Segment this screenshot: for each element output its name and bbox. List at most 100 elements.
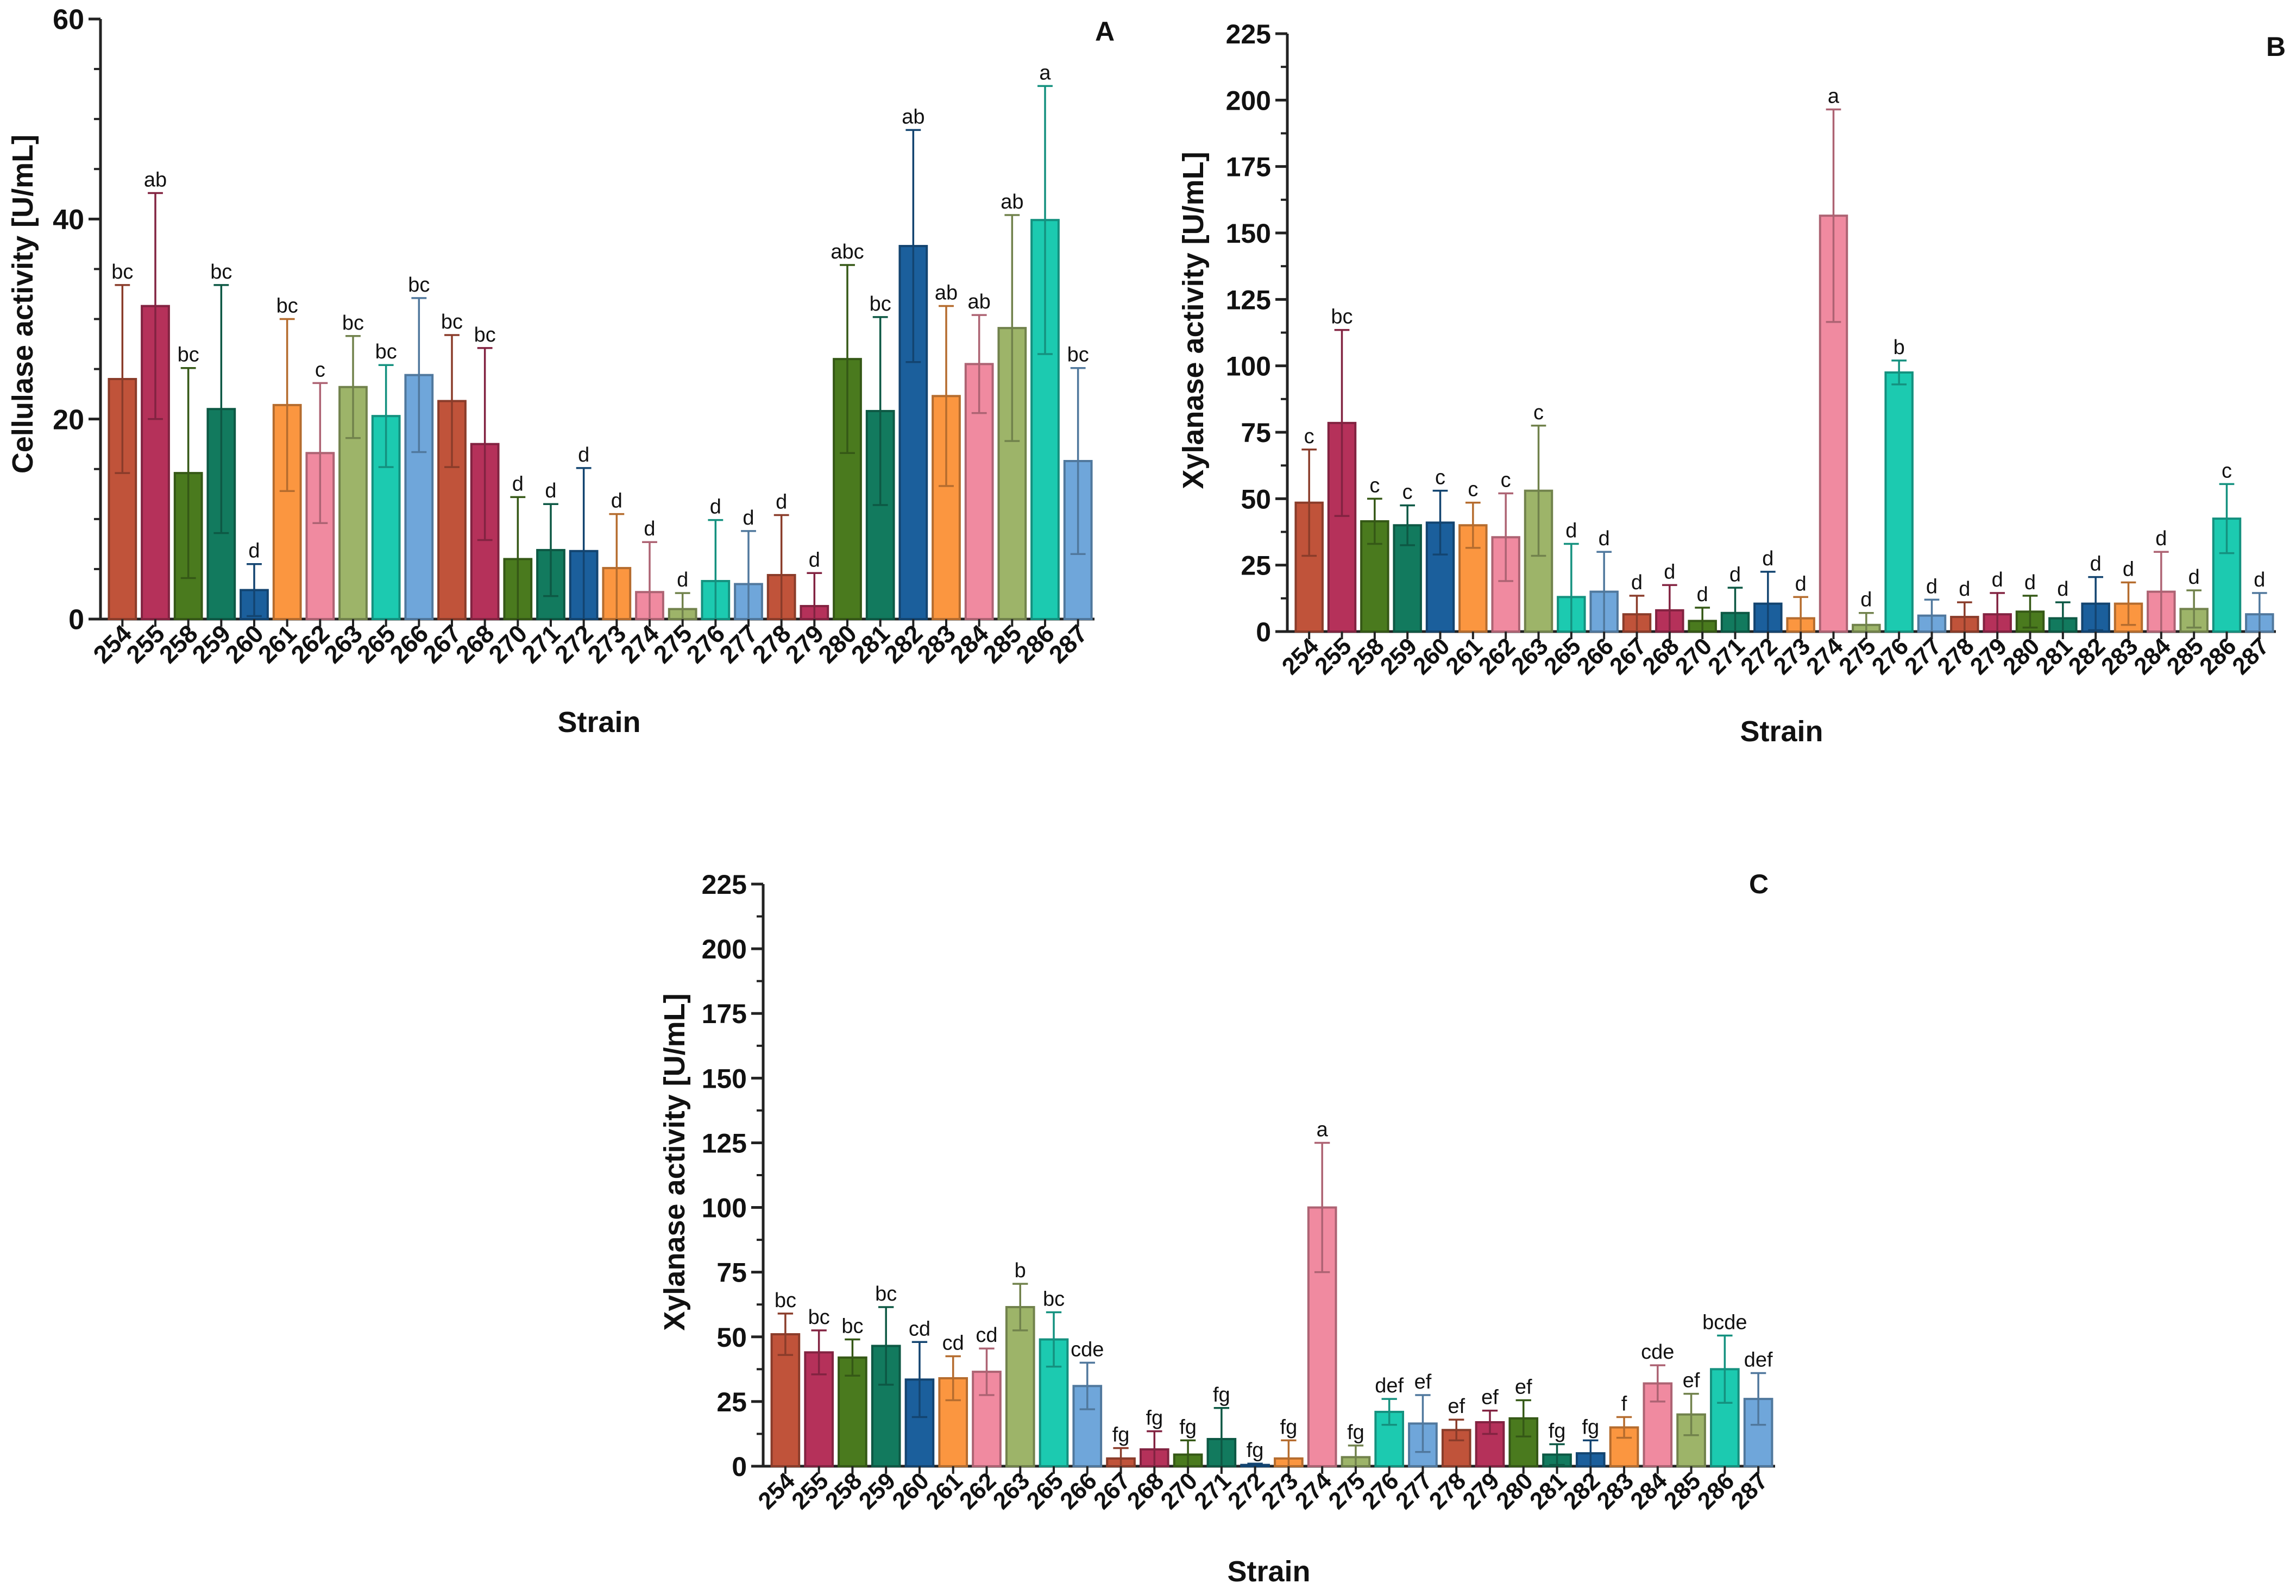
panel-c-y-tick-label: 75 (716, 1258, 747, 1288)
panel-c-bar (770, 1333, 801, 1468)
panel-b-significance-label: d (1860, 589, 1872, 611)
panel-c-significance-label: cde (1071, 1338, 1104, 1361)
panel-a-significance-label: ab (902, 105, 924, 128)
panel-c-significance-label: def (1744, 1348, 1773, 1371)
panel-c-label: C (1749, 869, 1769, 899)
panel-b-bar (1884, 371, 1914, 633)
panel-b-y-tick-label: 75 (1241, 418, 1271, 448)
panel-b-label: B (2266, 31, 2286, 62)
panel-c-significance-label: ef (1481, 1386, 1499, 1409)
panel-b-y-tick-label: 200 (1226, 85, 1271, 116)
panel-a-significance-label: bc (210, 261, 232, 283)
panel-a-significance-label: bc (111, 261, 133, 283)
panel-b-significance-label: d (1631, 571, 1643, 594)
panel-c-significance-label: f (1621, 1392, 1627, 1415)
panel-a: A Cellulase activity [U/mL] Strain 0 20 40… (7, 4, 1115, 739)
panel-c-significance-label: bc (1043, 1288, 1065, 1311)
panel-a-significance-label: bc (276, 295, 298, 318)
panel-c-y-tick-label: 0 (732, 1452, 747, 1482)
panel-a-significance-label: d (776, 490, 787, 513)
panel-c-significance-label: bc (841, 1315, 863, 1338)
panel-a-significance-label: bc (870, 293, 891, 316)
panel-c-significance-label: bc (808, 1306, 830, 1329)
panel-a-significance-label: d (512, 472, 524, 495)
panel-a-significance-label: d (545, 480, 556, 502)
panel-a-significance-label: d (809, 548, 820, 571)
panel-b-significance-label: d (1729, 563, 1741, 586)
panel-b-significance-label: d (2123, 558, 2134, 581)
panel-a-y-tick-label: 20 (53, 404, 84, 436)
panel-b-significance-label: d (1795, 572, 1807, 595)
panel-c-significance-label: fg (1146, 1407, 1163, 1430)
panel-c-significance-label: cde (1641, 1341, 1674, 1364)
panel-a-bar (898, 245, 928, 620)
panel-b-significance-label: d (1565, 520, 1577, 542)
panel-c-significance-label: fg (1112, 1424, 1130, 1447)
panel-b-significance-label: bc (1331, 306, 1353, 329)
panel-c-y-tick-label: 100 (702, 1193, 747, 1223)
panel-c-significance-label: fg (1213, 1384, 1230, 1406)
panel-b-significance-label: d (1992, 569, 2003, 591)
panel-a-label: A (1095, 16, 1115, 47)
panel-a-significance-label: d (677, 569, 688, 591)
panel-c-significance-label: fg (1247, 1439, 1264, 1462)
panel-a-x-tick-label: 287 (1043, 619, 1093, 668)
panel-c-significance-label: bc (875, 1283, 897, 1305)
panel-b: B Xylanase activity [U/mL] Strain 0 25 50 7… (1177, 19, 2286, 748)
panel-c-significance-label: ef (1414, 1371, 1432, 1393)
panel-a-significance-label: ab (935, 282, 958, 305)
panel-b-significance-label: a (1828, 85, 1840, 108)
panel-b-significance-label: d (1697, 583, 1708, 606)
panel-b-significance-label: d (2188, 566, 2200, 589)
panel-c-bar (1005, 1305, 1035, 1467)
panel-c-significance-label: b (1015, 1259, 1026, 1282)
panel-b-significance-label: b (1894, 336, 1905, 359)
panel-a-significance-label: bc (375, 340, 397, 363)
panel-a-y-axis-title: Cellulase activity [U/mL] (7, 135, 39, 474)
panel-b-significance-label: d (2057, 578, 2068, 601)
panel-c-y-tick-label: 175 (702, 999, 747, 1029)
panel-a-y-tick-label: 0 (68, 604, 84, 636)
panel-c-y-axis-title: Xylanase activity [U/mL] (658, 993, 691, 1330)
panel-b-y-tick-label: 150 (1226, 218, 1271, 249)
panel-b-significance-label: d (2254, 569, 2265, 591)
panel-b-y-tick-label: 0 (1256, 617, 1271, 647)
panel-b-x-tick-label: 287 (2227, 633, 2274, 680)
panel-b-significance-label: d (2090, 553, 2102, 576)
panel-b-y-tick-label: 50 (1241, 484, 1271, 514)
panel-c-y-tick-label: 225 (702, 869, 747, 900)
panel-b-y-tick-label: 125 (1226, 285, 1271, 315)
panel-b-plot-area: 0255075100125150175200225c254bc255c258c2… (1226, 19, 2276, 680)
panel-b-significance-label: c (1402, 481, 1413, 504)
panel-c-significance-label: fg (1549, 1420, 1566, 1443)
panel-b-significance-label: d (2024, 571, 2036, 594)
panel-b-y-tick-label: 100 (1226, 351, 1271, 382)
panel-c-significance-label: ef (1515, 1376, 1532, 1399)
panel-c-significance-label: cd (909, 1317, 930, 1340)
panel-c-significance-label: bc (775, 1289, 796, 1312)
panel-a-significance-label: ab (1001, 191, 1023, 213)
panel-c-x-axis-title: Strain (1227, 1555, 1310, 1588)
panel-b-significance-label: c (1369, 474, 1380, 497)
panel-b-significance-label: c (1435, 466, 1445, 489)
panel-a-significance-label: abc (831, 241, 864, 263)
panel-c-y-tick-label: 50 (716, 1322, 747, 1353)
panel-c-y-tick-label: 125 (702, 1128, 747, 1158)
panel-a-significance-label: d (248, 540, 260, 563)
panel-a-significance-label: d (644, 518, 655, 540)
panel-a-significance-label: bc (474, 324, 496, 346)
panel-b-significance-label: c (1533, 401, 1544, 424)
panel-c-significance-label: ef (1683, 1370, 1700, 1392)
panel-a-significance-label: d (743, 507, 754, 529)
panel-b-y-tick-label: 225 (1226, 19, 1271, 49)
panel-c-significance-label: cd (976, 1324, 997, 1347)
panel-c-plot-area: 0255075100125150175200225bc254bc255bc258… (702, 869, 1775, 1515)
panel-c-y-tick-label: 150 (702, 1063, 747, 1094)
panel-c-y-tick-label: 200 (702, 934, 747, 964)
panel-a-significance-label: bc (342, 312, 364, 335)
panel-a-significance-label: d (710, 496, 721, 519)
panel-c-significance-label: a (1317, 1118, 1329, 1141)
panel-c-significance-label: fg (1280, 1416, 1298, 1439)
panel-c-significance-label: fg (1179, 1416, 1197, 1439)
